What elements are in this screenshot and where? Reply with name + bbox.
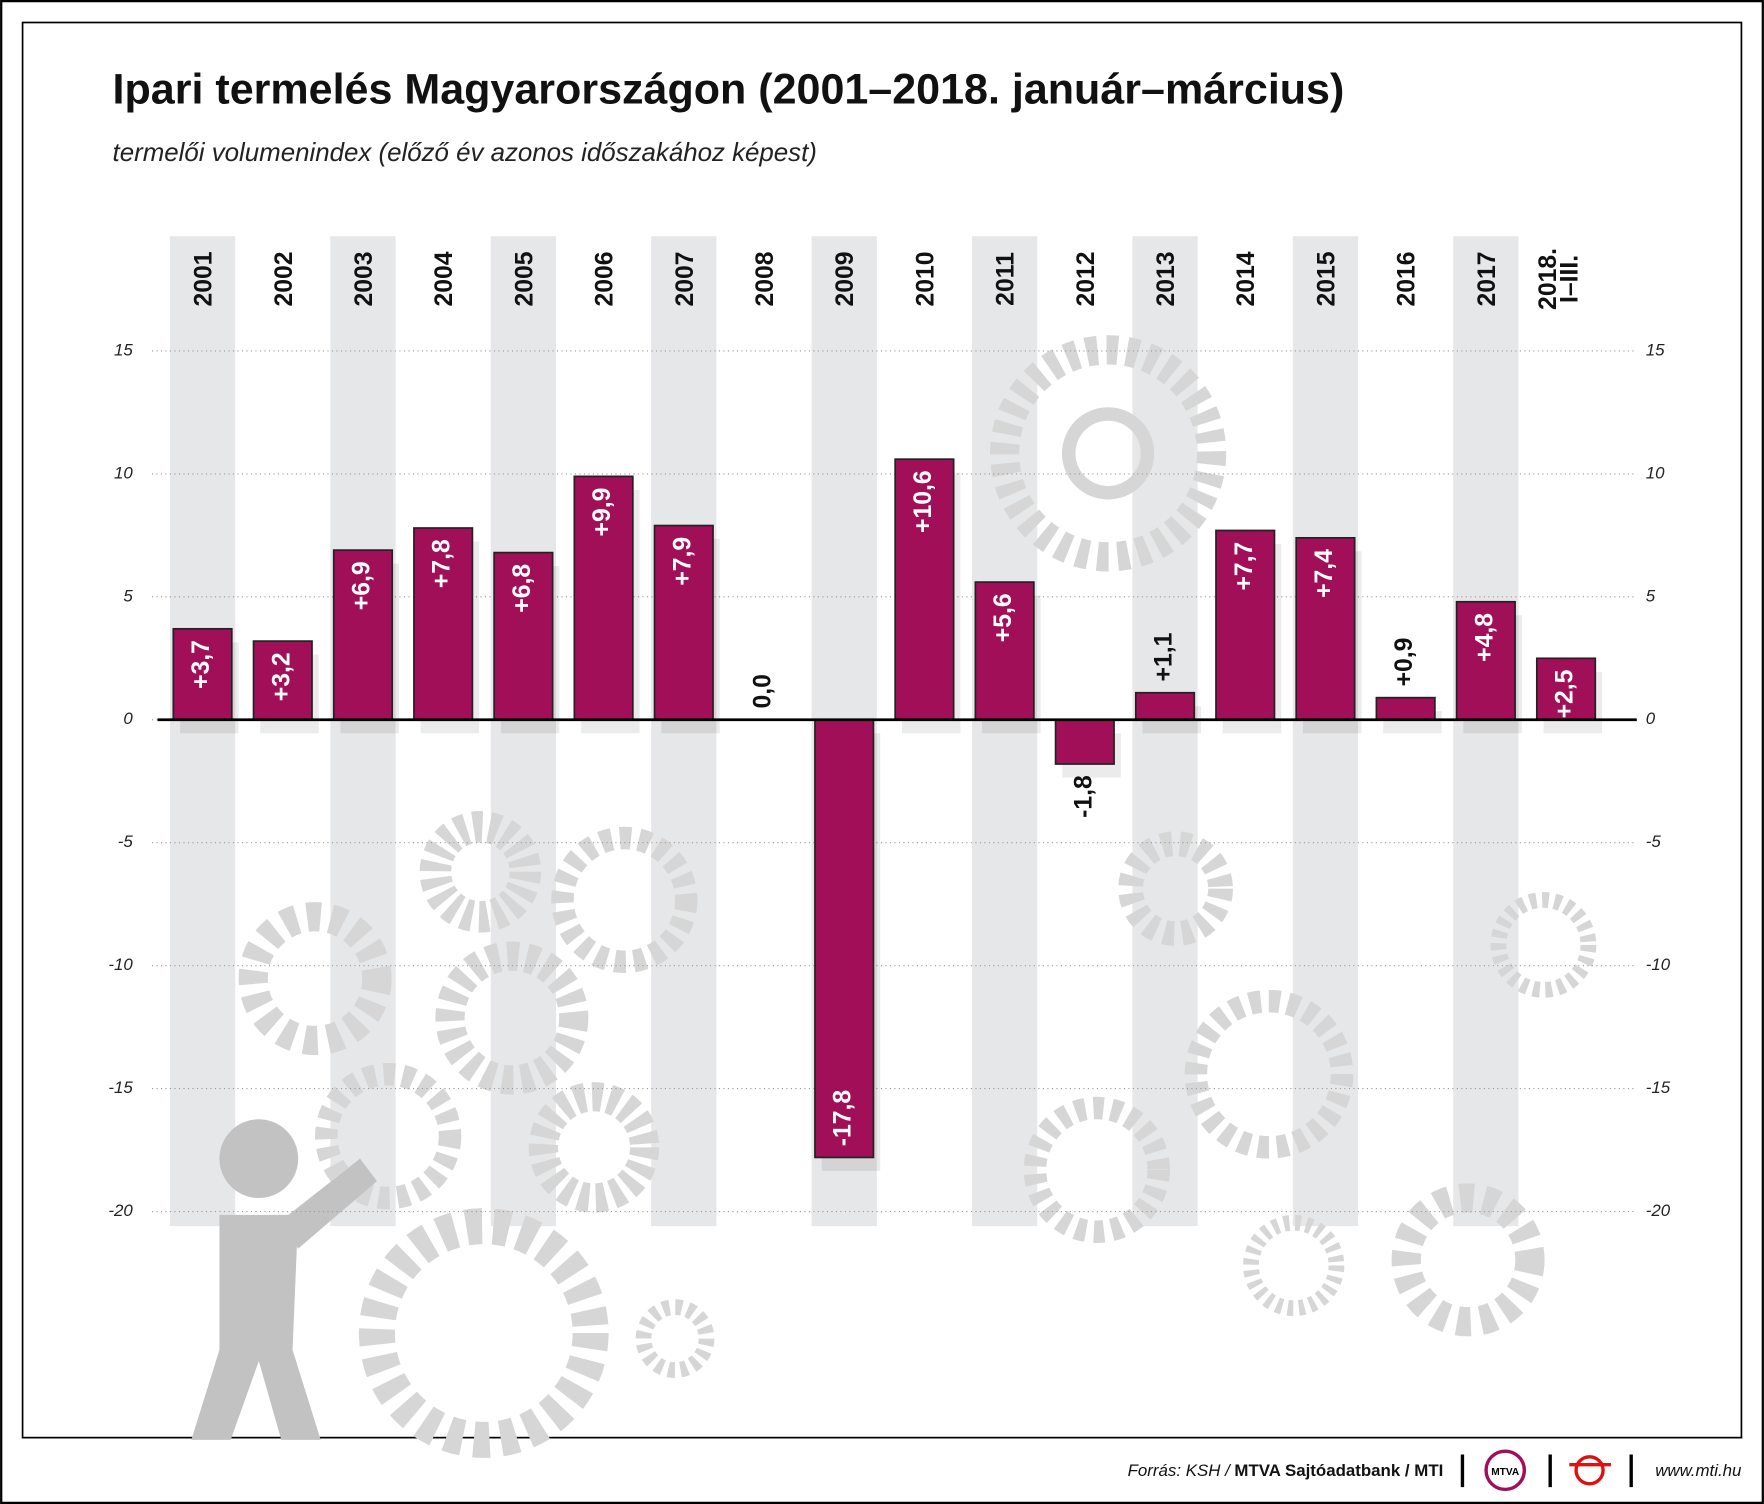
bar	[814, 718, 875, 1159]
bar	[1054, 718, 1115, 765]
value-label: +7,7	[1231, 542, 1258, 591]
x-tick-label: 2015	[1313, 251, 1340, 306]
value-label: +7,4	[1311, 549, 1338, 598]
x-tick-label: 2013	[1153, 251, 1180, 306]
y2-tick-label: -20	[1646, 1201, 1671, 1220]
x-tick-label: 2012	[1073, 251, 1100, 306]
x-tick-label: 2018.I–III.	[1535, 248, 1583, 310]
value-label: +0,9	[1391, 638, 1418, 687]
chart-subtitle: termelői volumenindex (előző év azonos i…	[113, 139, 817, 167]
footer: Forrás: KSH / MTVA Sajtóadatbank / MTI M…	[1128, 1449, 1742, 1492]
bar	[332, 549, 394, 721]
value-label: +2,5	[1552, 669, 1579, 718]
y2-tick-label: 10	[1646, 463, 1665, 482]
y-tick-label: -10	[108, 955, 133, 974]
source-label: Forrás: KSH /	[1128, 1461, 1235, 1480]
x-tick-label: 2003	[351, 251, 378, 306]
inner-frame	[21, 21, 1743, 1439]
bar	[894, 458, 955, 721]
value-label: +9,9	[589, 488, 616, 537]
x-tick-label: 2004	[431, 251, 458, 306]
value-label: +1,1	[1151, 632, 1178, 681]
value-label: 0,0	[750, 674, 777, 708]
bar	[1134, 691, 1196, 721]
bar	[1295, 536, 1356, 721]
x-tick-label: 2001	[191, 251, 218, 306]
y2-tick-label: -15	[1646, 1078, 1671, 1097]
y-tick-label: 5	[123, 586, 133, 605]
y2-tick-label: 15	[1646, 340, 1665, 359]
url: www.mti.hu	[1655, 1461, 1742, 1480]
value-label: +3,7	[188, 640, 215, 689]
x-tick-label: 2011	[993, 252, 1020, 306]
chart-title: Ipari termelés Magyarországon (2001–2018…	[113, 65, 1345, 113]
value-label: +4,8	[1471, 613, 1498, 662]
y-tick-label: 15	[114, 340, 133, 359]
bar	[1375, 696, 1436, 721]
x-tick-label: 2006	[592, 251, 619, 306]
x-tick-label: 2016	[1394, 251, 1421, 306]
x-tick-label: 2014	[1233, 251, 1260, 306]
bar	[1455, 600, 1516, 721]
logo: MTVA	[1491, 1467, 1520, 1478]
column-stripe	[169, 236, 236, 1227]
value-label: +5,6	[990, 593, 1017, 642]
y-tick-label: -5	[118, 832, 134, 851]
y2-tick-label: 5	[1646, 586, 1656, 605]
value-label: -17,8	[830, 1090, 857, 1146]
value-label: +10,6	[910, 470, 937, 533]
y2-tick-label: -5	[1646, 832, 1662, 851]
y-tick-label: -20	[108, 1201, 133, 1220]
value-label: +6,8	[509, 564, 536, 613]
x-tick-label: 2002	[271, 251, 298, 306]
value-label: +3,2	[268, 652, 295, 701]
y2-tick-label: -10	[1646, 955, 1671, 974]
bar	[252, 640, 313, 721]
x-tick-label: 2008	[752, 251, 779, 306]
source: Forrás: KSH / MTVA Sajtóadatbank / MTI	[1128, 1461, 1444, 1480]
column-stripe	[490, 236, 557, 1227]
x-tick-label: 2009	[832, 251, 859, 306]
y2-tick-label: 0	[1646, 709, 1656, 728]
x-tick-label: 2007	[672, 251, 699, 306]
bar	[413, 527, 474, 721]
value-label: +7,8	[429, 539, 456, 588]
value-label: +7,9	[669, 537, 696, 586]
bar	[172, 627, 233, 721]
y-tick-label: 0	[123, 709, 133, 728]
x-tick-label: 2005	[511, 251, 538, 306]
x-tick-label: 2010	[912, 251, 939, 306]
column-stripe	[330, 236, 396, 1227]
x-tick-label: 2017	[1474, 251, 1501, 306]
bar	[493, 551, 554, 721]
source-bold: MTVA Sajtóadatbank / MTI	[1234, 1461, 1443, 1480]
column-stripe	[1453, 236, 1519, 1227]
y-tick-label: 10	[114, 463, 133, 482]
value-label: +6,9	[348, 561, 375, 610]
y-tick-label: -15	[108, 1078, 133, 1097]
gears	[191, 335, 1597, 1458]
column-stripe	[651, 236, 717, 1227]
value-label: -1,8	[1070, 775, 1097, 818]
